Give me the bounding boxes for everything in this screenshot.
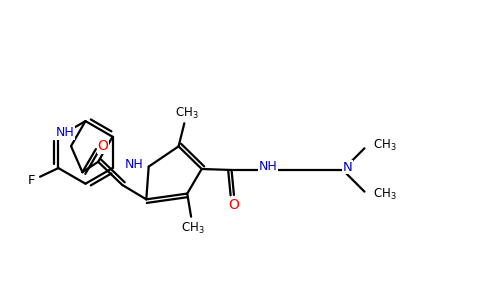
Text: NH: NH: [258, 160, 277, 172]
Text: CH$_3$: CH$_3$: [373, 138, 396, 153]
Text: F: F: [28, 174, 35, 187]
Text: CH$_3$: CH$_3$: [373, 187, 396, 202]
Text: O: O: [98, 139, 108, 153]
Text: O: O: [228, 198, 240, 212]
Text: CH$_3$: CH$_3$: [181, 221, 205, 236]
Text: NH: NH: [56, 126, 75, 139]
Text: NH: NH: [125, 158, 144, 171]
Text: CH$_3$: CH$_3$: [175, 106, 199, 121]
Text: N: N: [343, 160, 352, 174]
